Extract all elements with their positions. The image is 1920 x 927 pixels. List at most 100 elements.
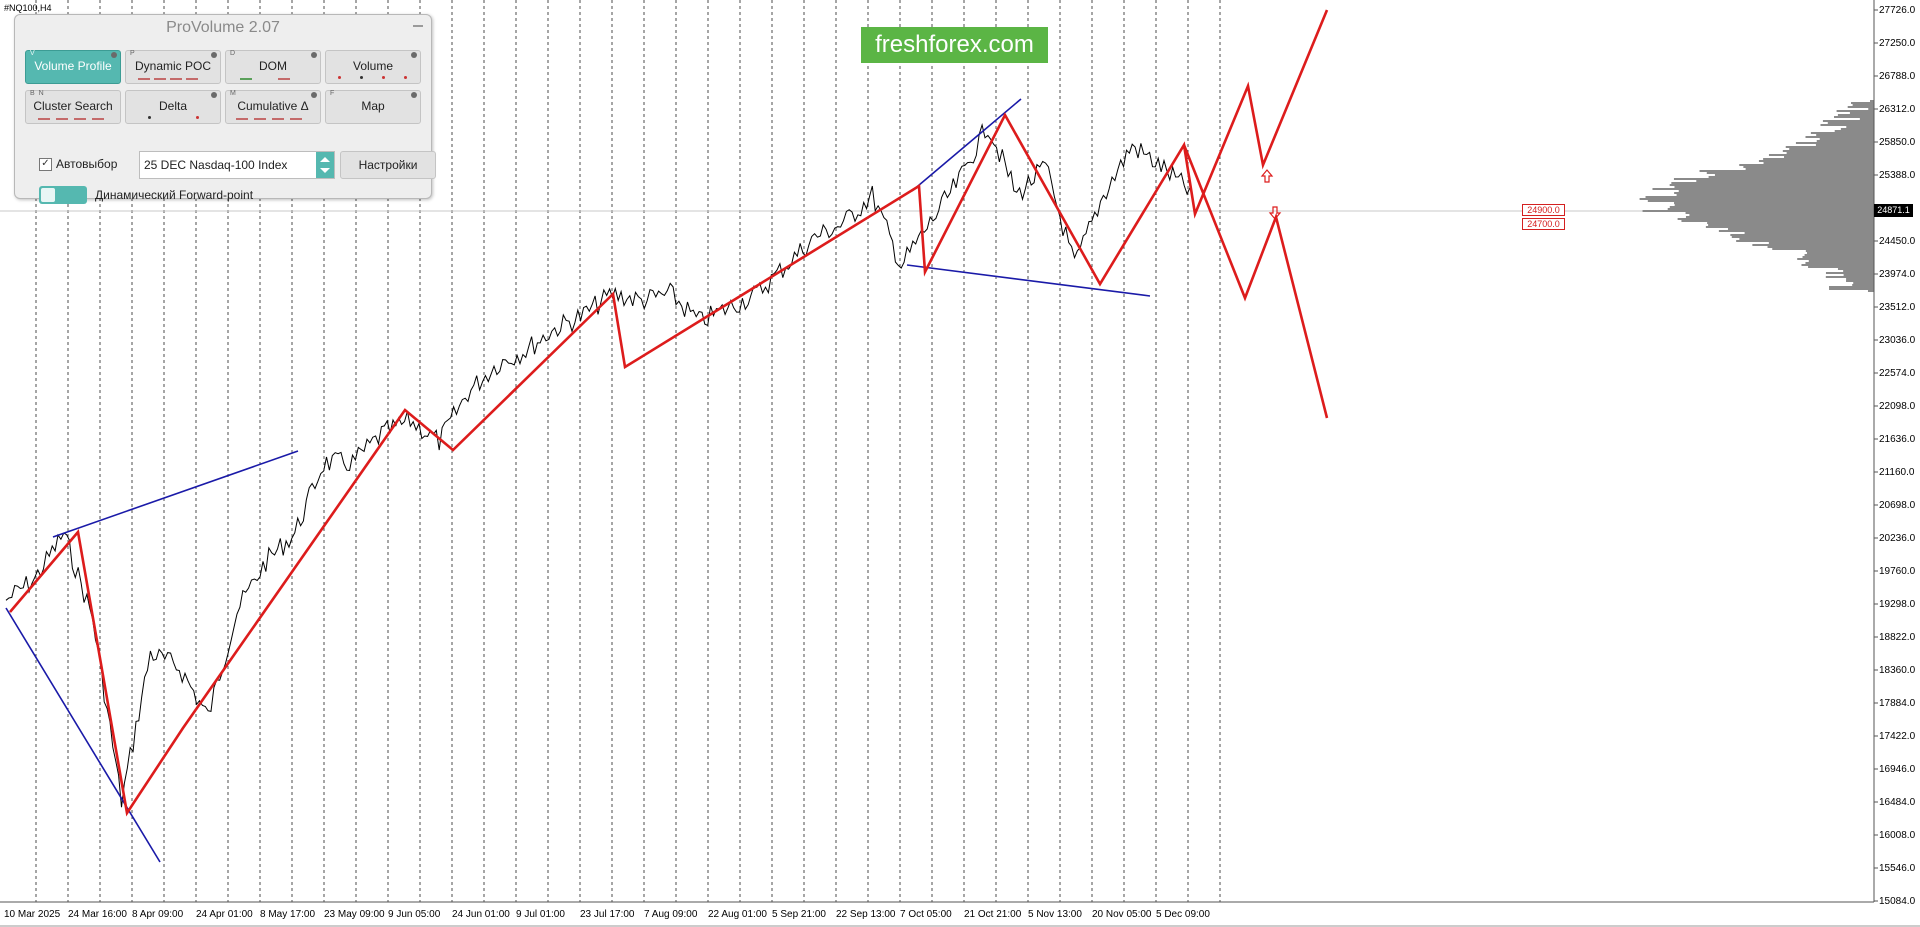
time-tick-label: 10 Mar 2025 (4, 909, 61, 920)
profile-bar (1816, 140, 1874, 142)
profile-bar (1676, 194, 1874, 196)
price-tick-label: 25388.0 (1879, 170, 1916, 181)
price-tick-label: 17422.0 (1879, 731, 1916, 742)
button-label: Map (361, 99, 385, 113)
zigzag-projection (1182, 144, 1329, 419)
volume-button[interactable]: Volume (325, 50, 421, 84)
settings-button[interactable]: Настройки (340, 151, 436, 179)
dom-button[interactable]: D DOM (225, 50, 321, 84)
panel-title: ProVolume 2.07 (166, 19, 280, 36)
indicator-dot (360, 76, 363, 79)
minimize-icon[interactable] (413, 25, 423, 27)
profile-bar (1744, 232, 1874, 234)
indicator-bar (154, 78, 166, 80)
provolume-panel[interactable]: ProVolume 2.07 V Volume Profile P Dynami… (14, 14, 436, 204)
profile-bar (1758, 160, 1874, 162)
hotkey-label: M (230, 90, 236, 97)
forward-point-label: Динамический Forward-point (95, 188, 254, 202)
price-tick-label: 27726.0 (1879, 5, 1916, 16)
level-label-24900[interactable]: 24900.0 (1522, 204, 1565, 216)
profile-bar (1730, 234, 1874, 236)
price-tick-label: 18360.0 (1879, 665, 1916, 676)
instrument-spinner[interactable] (316, 152, 334, 178)
price-tick-label: 15546.0 (1879, 863, 1916, 874)
button-label: Cluster Search (33, 99, 113, 113)
hotkey-n: N (38, 90, 44, 97)
indicator-dot (338, 76, 341, 79)
price-tick-label: 25850.0 (1879, 137, 1916, 148)
profile-bar (1674, 186, 1874, 188)
profile-bar (1674, 204, 1874, 206)
profile-bar (1767, 246, 1874, 248)
level-label-24700[interactable]: 24700.0 (1522, 218, 1565, 230)
delta-button[interactable]: Delta (125, 90, 221, 124)
gear-icon[interactable] (111, 52, 117, 58)
price-tick-label: 16946.0 (1879, 764, 1916, 775)
indicator-bar (254, 118, 266, 120)
profile-bar (1816, 134, 1874, 136)
indicator-bar (278, 78, 290, 80)
gear-icon[interactable] (411, 92, 417, 98)
gear-icon[interactable] (211, 92, 217, 98)
profile-bar (1736, 240, 1874, 242)
indicator-bar (56, 118, 68, 120)
profile-bar (1827, 122, 1874, 124)
indicator-bar (74, 118, 86, 120)
profile-bar (1784, 156, 1874, 158)
profile-bar (1829, 286, 1874, 288)
profile-bar (1789, 148, 1874, 150)
chevron-up-icon[interactable] (320, 157, 330, 162)
forward-point-toggle[interactable] (39, 186, 87, 204)
price-tick-label: 23512.0 (1879, 302, 1916, 313)
dynamic-poc-button[interactable]: P Dynamic POC (125, 50, 221, 84)
profile-bar (1689, 214, 1874, 216)
profile-bar (1825, 272, 1874, 274)
profile-bar (1745, 168, 1874, 170)
profile-bar (1763, 158, 1874, 160)
price-tick-label: 19298.0 (1879, 599, 1916, 610)
price-tick-label: 16484.0 (1879, 797, 1916, 808)
gear-icon[interactable] (411, 52, 417, 58)
map-button[interactable]: F Map (325, 90, 421, 124)
hotkey-label: P (130, 50, 135, 57)
profile-bar (1681, 220, 1874, 222)
profile-bar (1801, 264, 1874, 266)
profile-bar (1718, 230, 1874, 232)
indicator-bar (138, 78, 150, 80)
time-tick-label: 22 Aug 01:00 (708, 909, 767, 920)
time-tick-label: 24 Jun 01:00 (452, 909, 510, 920)
profile-bar (1836, 110, 1874, 112)
auto-select-checkbox[interactable]: ✓ (39, 158, 52, 171)
up-arrow-icon (1260, 169, 1274, 183)
hotkey-label: F (330, 90, 335, 97)
profile-bar (1843, 270, 1874, 272)
chevron-down-icon[interactable] (320, 168, 330, 173)
indicator-bar (240, 78, 252, 80)
hotkey-label: D (230, 50, 236, 57)
symbol-label: #NQ100,H4 (4, 3, 52, 13)
instrument-select[interactable]: 25 DEC Nasdaq-100 Index (139, 151, 335, 179)
profile-bar (1808, 266, 1874, 268)
profile-bar (1840, 128, 1874, 130)
volume-profile-button[interactable]: V Volume Profile (25, 50, 121, 84)
profile-bar (1804, 254, 1874, 256)
price-tick-label: 26788.0 (1879, 71, 1916, 82)
profile-bar (1815, 144, 1874, 146)
trendline-3 (911, 98, 1022, 192)
profile-bar (1846, 278, 1874, 280)
price-tick-label: 16008.0 (1879, 830, 1916, 841)
trendlines (5, 98, 1151, 863)
profile-bar (1772, 248, 1874, 250)
profile-bar (1847, 106, 1874, 108)
profile-bar (1786, 152, 1874, 154)
time-tick-label: 24 Apr 01:00 (196, 909, 253, 920)
profile-bar (1837, 268, 1874, 270)
time-tick-label: 24 Mar 16:00 (68, 909, 127, 920)
cluster-search-button[interactable]: B N Cluster Search (25, 90, 121, 124)
profile-bar (1699, 170, 1874, 172)
gear-icon[interactable] (311, 52, 317, 58)
gear-icon[interactable] (211, 52, 217, 58)
cumulative-delta-button[interactable]: M Cumulative Δ (225, 90, 321, 124)
brand-logo[interactable]: freshforex.com (861, 27, 1048, 63)
gear-icon[interactable] (311, 92, 317, 98)
